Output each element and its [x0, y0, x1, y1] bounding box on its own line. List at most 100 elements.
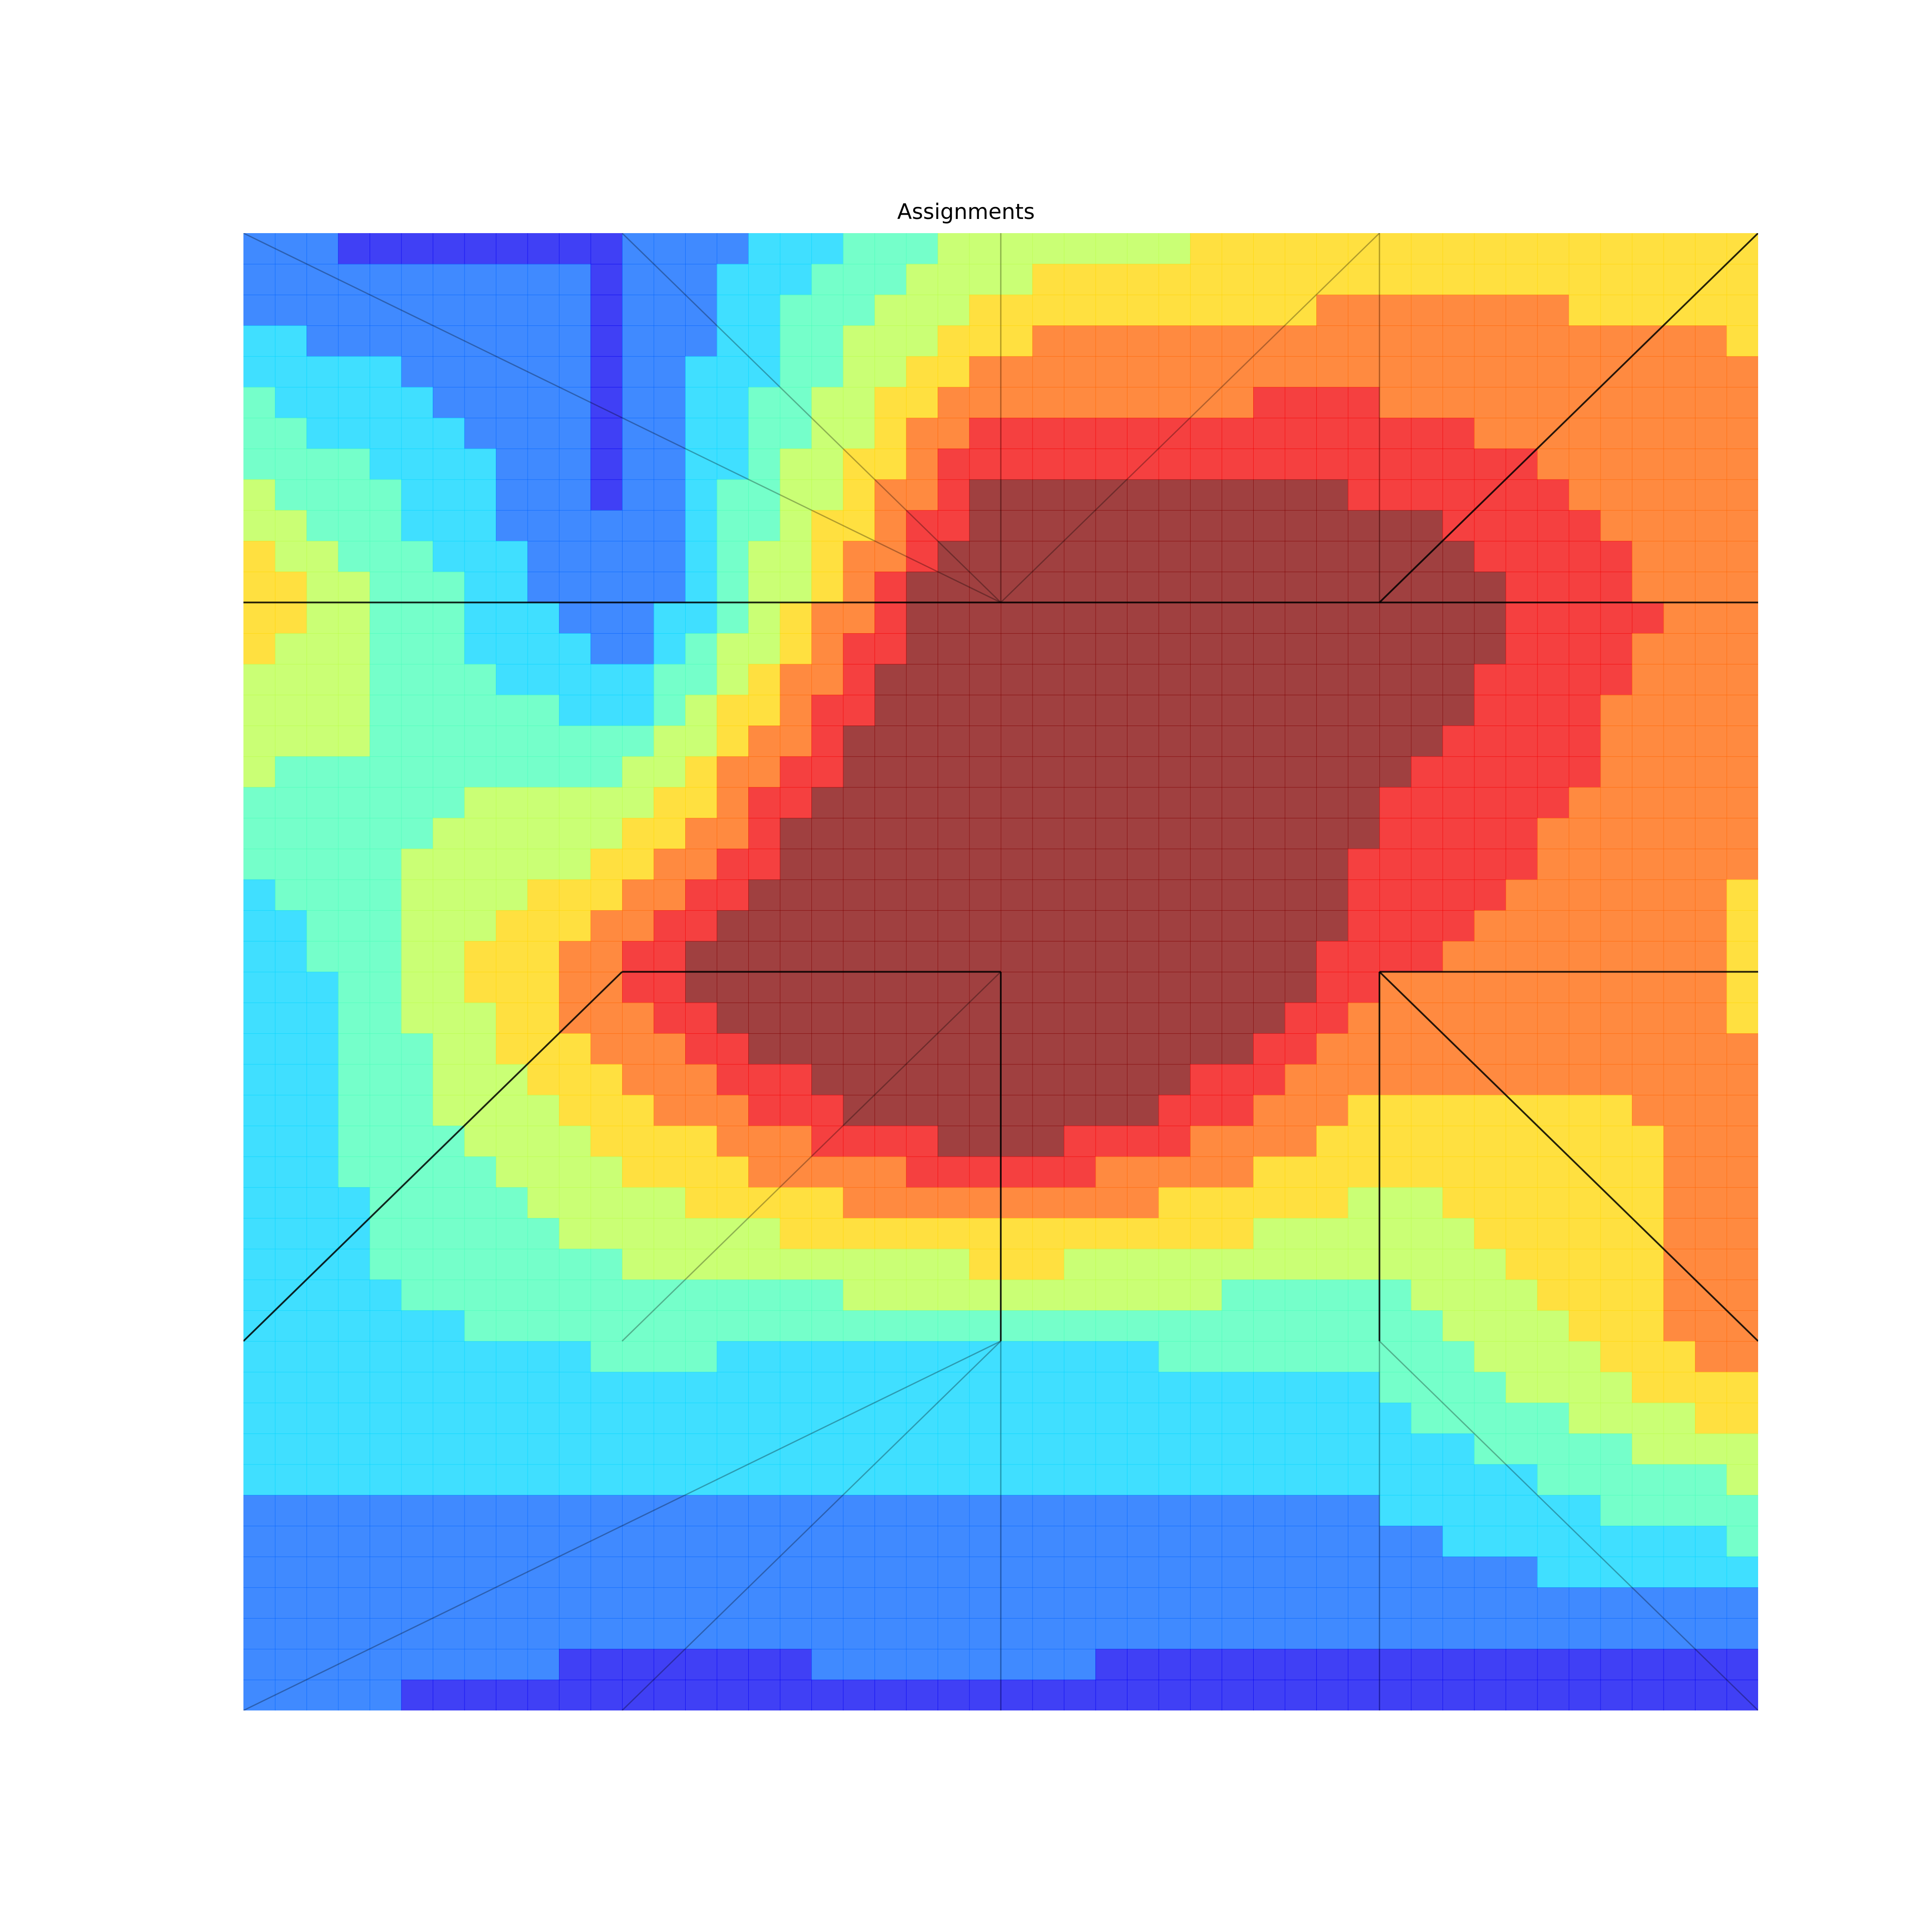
heatmap-cell [1285, 510, 1317, 541]
heatmap-cell [843, 1525, 875, 1557]
heatmap-cell [1474, 664, 1506, 696]
heatmap-cell [1348, 571, 1380, 603]
heatmap-cell [464, 1372, 496, 1403]
heatmap-cell [1221, 848, 1254, 880]
heatmap-cell [748, 879, 781, 911]
heatmap-cell [1127, 1095, 1159, 1126]
heatmap-cell [938, 848, 970, 880]
heatmap-cell [653, 387, 686, 419]
heatmap-cell [1632, 418, 1664, 449]
heatmap-cell [1221, 479, 1254, 511]
heatmap-cell [685, 1064, 717, 1096]
heatmap-cell [685, 941, 717, 972]
heatmap-cell [685, 233, 717, 264]
heatmap-cell [906, 325, 938, 357]
heatmap-cell [1506, 972, 1538, 1003]
heatmap-cell [1095, 1495, 1127, 1526]
heatmap-cell [590, 1556, 623, 1588]
heatmap-cell [370, 1249, 402, 1280]
heatmap-cell [1443, 1218, 1475, 1249]
heatmap-cell [717, 510, 749, 541]
heatmap-cell [243, 479, 276, 511]
heatmap-cell [590, 1095, 623, 1126]
heatmap-cell [590, 233, 623, 264]
heatmap-cell [1127, 972, 1159, 1003]
heatmap-cell [875, 1064, 907, 1096]
heatmap-cell [875, 295, 907, 326]
heatmap-cell [1632, 479, 1664, 511]
heatmap-cell [1411, 510, 1443, 541]
heatmap-cell [1095, 387, 1127, 419]
heatmap-cell [496, 1156, 528, 1188]
heatmap-cell [1221, 1002, 1254, 1034]
heatmap-cell [717, 602, 749, 634]
heatmap-cell [906, 664, 938, 696]
heatmap-cell [559, 1556, 591, 1588]
heatmap-cell [243, 1002, 276, 1034]
heatmap-cell [938, 1249, 970, 1280]
heatmap-cell [875, 1279, 907, 1311]
heatmap-cell [622, 479, 654, 511]
heatmap-cell [1663, 264, 1695, 295]
heatmap-cell [1190, 1279, 1222, 1311]
heatmap-cell [1569, 264, 1601, 295]
heatmap-cell [496, 633, 528, 665]
heatmap-cell [1158, 1187, 1191, 1218]
heatmap-cell [1190, 510, 1222, 541]
heatmap-cell [1695, 418, 1727, 449]
heatmap-cell [1095, 541, 1127, 572]
heatmap-cell [464, 1433, 496, 1465]
heatmap-cell [1569, 756, 1601, 788]
heatmap-cell [1474, 1556, 1506, 1588]
heatmap-cell [527, 295, 559, 326]
heatmap-cell [1285, 1495, 1317, 1526]
heatmap-cell [590, 602, 623, 634]
heatmap-cell [1569, 1587, 1601, 1619]
heatmap-cell [1506, 879, 1538, 911]
heatmap-cell [1632, 1495, 1664, 1526]
heatmap-cell [1032, 479, 1064, 511]
heatmap-cell [338, 479, 370, 511]
heatmap-cell [1158, 1587, 1191, 1619]
heatmap-cell [1600, 879, 1632, 911]
heatmap-cell [685, 295, 717, 326]
heatmap-cell [1095, 510, 1127, 541]
heatmap-cell [1064, 1372, 1096, 1403]
heatmap-cell [1379, 325, 1412, 357]
heatmap-cell [1695, 1218, 1727, 1249]
heatmap-cell [1379, 1279, 1412, 1311]
heatmap-cell [496, 1587, 528, 1619]
heatmap-cell [1663, 972, 1695, 1003]
heatmap-cell [1221, 1249, 1254, 1280]
heatmap-cell [401, 1249, 433, 1280]
heatmap-cell [717, 848, 749, 880]
heatmap-cell [1600, 1249, 1632, 1280]
heatmap-cell [875, 602, 907, 634]
heatmap-cell [1411, 695, 1443, 726]
heatmap-cell [780, 1279, 812, 1311]
heatmap-cell [1158, 1495, 1191, 1526]
heatmap-cell [906, 233, 938, 264]
heatmap-cell [307, 1525, 339, 1557]
heatmap-cell [1253, 571, 1285, 603]
heatmap-cell [622, 233, 654, 264]
heatmap-cell [843, 233, 875, 264]
heatmap-cell [275, 695, 307, 726]
heatmap-cell [1726, 1433, 1758, 1465]
heatmap-cell [243, 941, 276, 972]
heatmap-cell [1537, 664, 1569, 696]
heatmap-cell [401, 1279, 433, 1311]
mesh-edge [621, 971, 1002, 1342]
heatmap-cell [685, 1156, 717, 1188]
heatmap-cell [1600, 910, 1632, 942]
heatmap-cell [1379, 1064, 1412, 1096]
heatmap-cell [433, 1587, 465, 1619]
heatmap-cell [1695, 1618, 1727, 1649]
heatmap-cell [875, 233, 907, 264]
heatmap-cell [1443, 1310, 1475, 1342]
heatmap-cell [1221, 1125, 1254, 1157]
heatmap-cell [1663, 1403, 1695, 1434]
heatmap-cell [1695, 879, 1727, 911]
heatmap-cell [1663, 418, 1695, 449]
heatmap-cell [875, 1249, 907, 1280]
